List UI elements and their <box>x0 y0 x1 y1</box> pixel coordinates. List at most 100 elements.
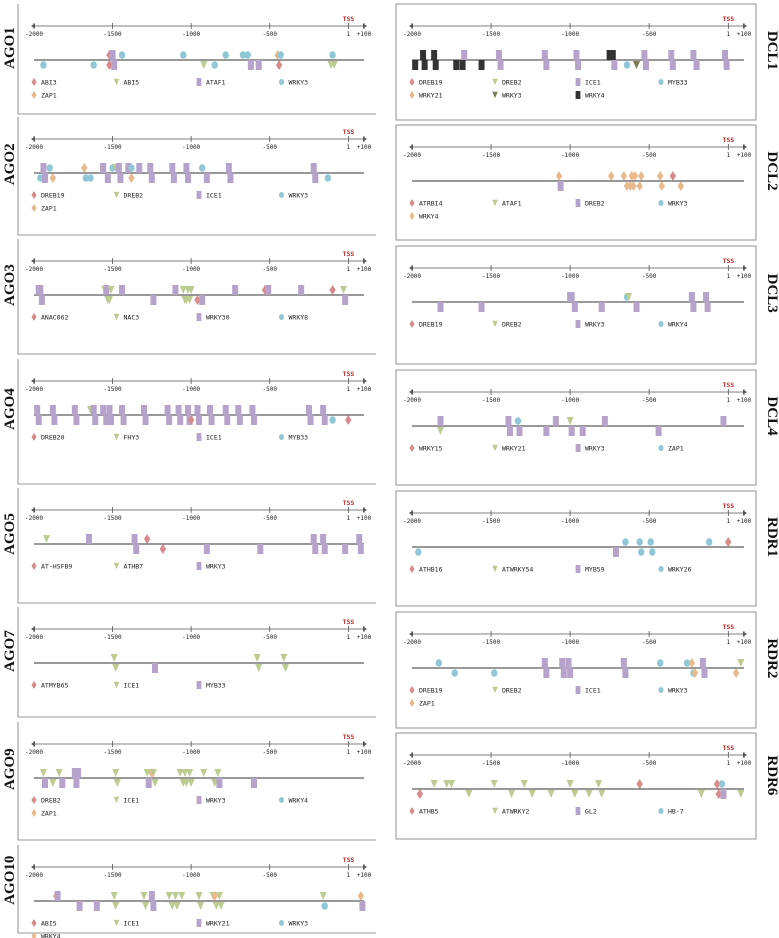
binding-site-rect <box>51 415 58 425</box>
binding-site-rect <box>148 891 155 901</box>
legend-label: WRKY30 <box>206 314 230 322</box>
binding-site-rect <box>119 405 125 415</box>
binding-site-triangle <box>149 769 157 777</box>
tick-label: -2000 <box>25 144 43 151</box>
binding-site-rect <box>359 901 366 911</box>
binding-site-rect <box>103 415 110 425</box>
tick-label: 1 <box>727 397 731 404</box>
binding-site-rect <box>257 544 264 554</box>
binding-site-triangle <box>528 790 536 798</box>
binding-site-triangle <box>186 296 194 304</box>
binding-site-rect <box>90 405 97 415</box>
binding-site-rect <box>312 544 319 554</box>
legend-item: WRKY3 <box>575 320 605 329</box>
tss-label: TSS <box>722 15 734 23</box>
binding-site-rect <box>701 668 708 678</box>
tick-label: -500 <box>642 760 657 767</box>
legend-item: DREB19 <box>31 191 65 200</box>
binding-site-rect <box>720 789 727 799</box>
legend-item: DREB19 <box>409 686 443 695</box>
binding-site-circle <box>329 416 336 424</box>
binding-site-rect <box>42 778 48 788</box>
tick-label: -500 <box>262 386 277 393</box>
binding-site-orange-diamond <box>555 171 563 181</box>
legend-label: ANAC062 <box>41 314 68 322</box>
legend-label: DREB19 <box>419 321 443 329</box>
tick-label: -2000 <box>25 634 43 641</box>
legend-label: AT-HSFB9 <box>41 563 72 571</box>
binding-site-triangle <box>571 790 579 798</box>
legend-swatch-rect <box>575 78 581 86</box>
binding-site-orange-diamond <box>688 658 696 668</box>
binding-site-orange-diamond <box>608 171 615 181</box>
binding-site-rect <box>251 778 257 788</box>
binding-site-triangle <box>176 769 184 777</box>
tss-label: TSS <box>343 618 355 626</box>
binding-site-triangle <box>327 61 335 69</box>
tick-label: -500 <box>642 639 657 646</box>
gene-panel-ago5: AGO5 -2000 -1500 -1000 -500 1 +100 TSS AT-HSFB9 A… <box>2 488 376 604</box>
tick-label: -1000 <box>182 386 200 393</box>
legend-label: ICE1 <box>206 192 222 200</box>
legend-swatch-triangle <box>113 191 120 199</box>
gene-label: RDR2 <box>764 638 779 678</box>
legend-label: ABI5 <box>41 920 57 928</box>
binding-site-rect <box>478 302 485 312</box>
binding-site-rect <box>166 415 173 425</box>
panel-border <box>17 239 376 355</box>
binding-site-circle <box>638 548 645 556</box>
binding-site-rect <box>37 285 44 295</box>
tick-label: 1 <box>727 31 731 38</box>
legend-label: ZAP1 <box>419 700 435 708</box>
gene-label: DCL1 <box>764 31 779 70</box>
legend-swatch-triangle <box>492 807 498 815</box>
binding-site-rect <box>543 668 550 678</box>
binding-site-circle <box>636 538 643 546</box>
legend-item: WRKY3 <box>278 920 308 928</box>
legend-item: ATHB7 <box>113 563 143 571</box>
legend-label: ABI3 <box>41 79 57 87</box>
binding-site-orange-diamond <box>128 173 135 183</box>
legend-swatch-diamond <box>31 433 37 441</box>
tick-label: -2000 <box>403 31 421 38</box>
binding-site-rect <box>111 60 118 70</box>
legend-swatch-diamond <box>31 919 37 927</box>
legend-label: GL2 <box>585 808 597 816</box>
binding-site-triangle <box>340 286 348 294</box>
legend-swatch-rect <box>196 562 202 570</box>
legend-item: ICE1 <box>113 920 139 928</box>
binding-site-rect <box>203 173 210 183</box>
binding-site-rect <box>321 544 328 554</box>
tick-label: -2000 <box>403 639 421 646</box>
legend-swatch-rect <box>575 199 581 207</box>
binding-site-triangle <box>165 892 173 900</box>
tick-label: -2000 <box>25 872 43 879</box>
legend-item: ICE1 <box>575 78 601 87</box>
legend-label: WRKY3 <box>668 687 688 695</box>
legend-label: ATWRKY2 <box>502 808 529 816</box>
legend-swatch-orange-diamond <box>409 91 415 99</box>
legend-label: ZAP1 <box>668 445 684 453</box>
binding-site-rect <box>357 544 364 554</box>
tick-label: -1500 <box>482 152 500 159</box>
binding-site-rect <box>321 415 328 425</box>
legend-item: WRKY8 <box>278 314 308 322</box>
legend-label: DREB2 <box>502 687 522 695</box>
legend-item: DREB2 <box>113 191 143 200</box>
legend-item: MYB33 <box>196 681 226 690</box>
binding-site-rect <box>34 405 41 415</box>
legend-item: ICE1 <box>196 433 222 442</box>
binding-site-rect <box>208 415 215 425</box>
legend-label: ATHB16 <box>419 566 443 574</box>
binding-site-triangle <box>187 779 195 787</box>
panel-border <box>395 611 757 729</box>
legend-swatch-black-rect <box>575 91 581 99</box>
legend-swatch-circle <box>278 796 285 804</box>
binding-site-triangle <box>151 779 159 787</box>
binding-site-diamond <box>636 779 643 789</box>
legend-swatch-triangle <box>492 444 498 452</box>
binding-site-circle <box>718 780 726 788</box>
legend-item: ZAP1 <box>658 445 684 453</box>
binding-site-rect <box>611 60 618 70</box>
binding-site-rect <box>119 285 125 295</box>
